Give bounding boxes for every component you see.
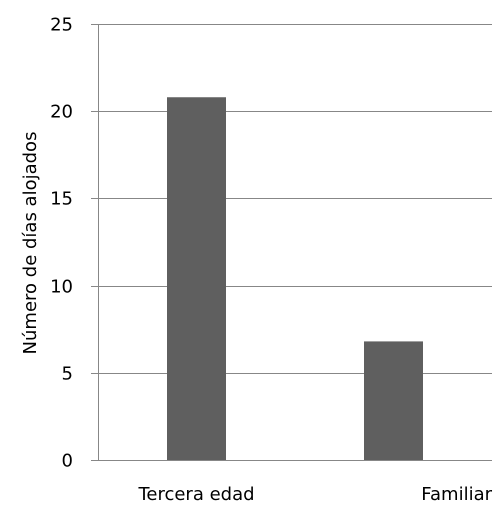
y-tick-label: 10	[50, 277, 73, 298]
x-category-labels: Tercera edad Familiar	[137, 484, 492, 505]
y-tick-label: 15	[50, 189, 73, 210]
y-tick-label: 0	[62, 451, 73, 472]
bar-tercera-edad	[167, 97, 226, 461]
y-tick-label: 20	[50, 102, 73, 123]
x-category-label: Tercera edad	[137, 484, 254, 505]
y-axis-title: Número de días alojados	[20, 132, 41, 355]
grid-lines	[98, 24, 492, 374]
x-category-label: Familiar	[421, 484, 492, 505]
y-tick-label: 25	[50, 15, 73, 36]
y-tick-labels: 0 5 10 15 20 25	[50, 15, 73, 472]
bars	[167, 97, 423, 461]
y-tick-label: 5	[62, 364, 73, 385]
bar-familiar	[364, 341, 423, 460]
axes	[91, 24, 492, 461]
